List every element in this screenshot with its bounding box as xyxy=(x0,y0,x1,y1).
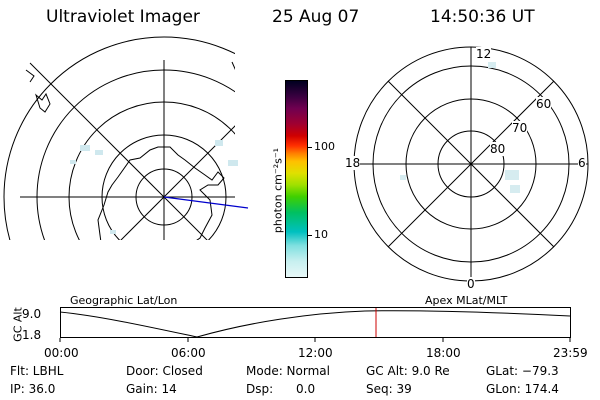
status-filter: Flt: LBHL xyxy=(10,364,64,378)
altitude-plot xyxy=(59,307,571,342)
altitude-xtick: 23:59 xyxy=(553,346,588,360)
geographic-map xyxy=(3,36,249,240)
instrument-title: Ultraviolet Imager xyxy=(46,7,200,27)
status-door: Door: Closed xyxy=(126,364,203,378)
status-seq: Seq: 39 xyxy=(366,382,412,396)
altitude-xtick: 00:00 xyxy=(44,346,79,360)
mlat-label-70: 70 xyxy=(512,121,528,135)
coast-fragment xyxy=(231,61,235,70)
coast-fragment xyxy=(25,69,35,83)
geographic-panel-label: Geographic Lat/Lon xyxy=(70,294,178,307)
status-glon: GLon: 174.4 xyxy=(486,382,559,396)
status-ip: IP: 36.0 xyxy=(10,382,56,396)
mlt-label-6: 6 xyxy=(578,156,586,170)
altitude-xtick: 06:00 xyxy=(171,346,206,360)
altitude-ytick-high: 9.0 xyxy=(22,307,42,321)
apex-panel-label: Apex MLat/MLT xyxy=(425,294,508,307)
altitude-xtick: 12:00 xyxy=(298,346,333,360)
mlt-label-18: 18 xyxy=(345,156,361,170)
status-gc-alt: GC Alt: 9.0 Re xyxy=(366,364,450,378)
colorbar xyxy=(285,80,308,278)
date-label: 25 Aug 07 xyxy=(272,7,360,27)
status-dsp: Dsp: 0.0 xyxy=(246,382,316,396)
colorbar-tick-10: 10 xyxy=(314,228,328,241)
colorbar-tick xyxy=(307,235,312,236)
status-glat: GLat: −79.3 xyxy=(486,364,559,378)
colorbar-tick xyxy=(307,147,312,148)
orbit-track xyxy=(163,196,249,209)
lat-circle xyxy=(3,36,235,240)
coast-fragment xyxy=(35,92,51,113)
status-gain: Gain: 14 xyxy=(126,382,177,396)
colorbar-unit-label: photon cm⁻²s⁻¹ xyxy=(271,147,285,234)
mlat-label-60: 60 xyxy=(536,97,552,111)
colorbar-tick-100: 100 xyxy=(314,140,335,153)
time-label: 14:50:36 UT xyxy=(430,7,535,27)
altitude-xtick: 18:00 xyxy=(426,346,461,360)
status-mode: Mode: Normal xyxy=(246,364,330,378)
antarctica-coastline xyxy=(97,146,225,240)
altitude-ytick-low: 1.8 xyxy=(22,328,42,342)
mlat-label-80: 80 xyxy=(490,142,506,156)
magnetic-map xyxy=(353,46,589,282)
mlt-label-12: 12 xyxy=(476,47,492,61)
mlt-label-0: 0 xyxy=(467,277,475,291)
altitude-curve xyxy=(59,310,571,338)
